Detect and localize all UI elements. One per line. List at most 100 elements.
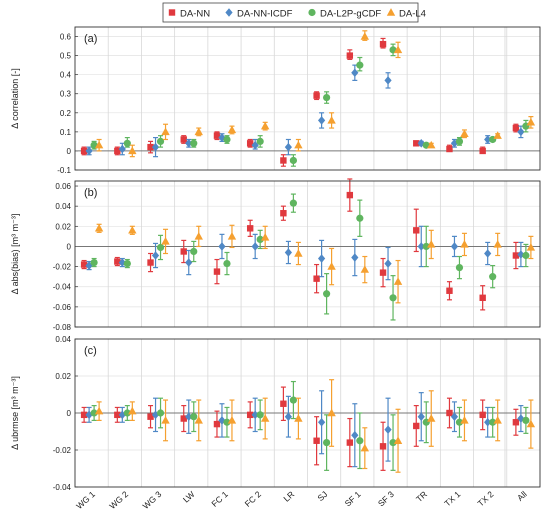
data-marker bbox=[284, 248, 292, 257]
panel-label: (a) bbox=[84, 33, 97, 45]
data-point bbox=[128, 401, 137, 421]
data-marker bbox=[323, 93, 331, 102]
data-marker bbox=[384, 76, 392, 85]
data-point bbox=[280, 205, 287, 221]
data-marker bbox=[522, 251, 530, 260]
data-marker bbox=[356, 214, 364, 222]
data-point bbox=[94, 138, 104, 152]
data-point bbox=[479, 146, 486, 155]
data-point bbox=[455, 136, 464, 146]
data-point bbox=[393, 41, 403, 59]
data-marker bbox=[227, 231, 237, 240]
data-marker bbox=[460, 240, 469, 248]
y-tick-label: 0.02 bbox=[55, 222, 71, 231]
x-tick-label: TX 1 bbox=[442, 489, 462, 509]
data-point bbox=[85, 260, 93, 271]
data-point bbox=[256, 399, 264, 431]
data-marker bbox=[455, 137, 464, 145]
data-point bbox=[493, 232, 502, 257]
data-point bbox=[427, 229, 436, 260]
data-marker bbox=[213, 420, 221, 428]
data-marker bbox=[313, 275, 320, 282]
data-point bbox=[360, 30, 370, 41]
data-marker bbox=[379, 443, 387, 450]
data-marker bbox=[123, 139, 131, 147]
legend-label: DA-NN-ICDF bbox=[237, 9, 293, 20]
data-point bbox=[185, 399, 193, 434]
data-point bbox=[185, 138, 193, 148]
data-point bbox=[161, 399, 170, 442]
data-point bbox=[517, 405, 525, 433]
data-marker bbox=[356, 61, 364, 69]
data-point bbox=[379, 421, 387, 471]
data-marker bbox=[223, 259, 231, 268]
data-point bbox=[260, 225, 270, 250]
data-point bbox=[289, 154, 297, 167]
data-point bbox=[294, 138, 303, 152]
data-point bbox=[455, 406, 464, 438]
data-marker bbox=[128, 146, 137, 155]
data-point bbox=[346, 178, 354, 212]
data-marker bbox=[417, 412, 425, 421]
data-marker bbox=[246, 225, 254, 232]
data-point bbox=[128, 225, 137, 235]
data-marker bbox=[389, 439, 397, 447]
data-marker bbox=[190, 139, 198, 147]
data-marker bbox=[218, 242, 226, 251]
data-point bbox=[123, 136, 131, 148]
data-point bbox=[346, 49, 354, 61]
data-point bbox=[422, 225, 430, 268]
data-point bbox=[446, 144, 453, 153]
y-tick-label: -0.02 bbox=[53, 446, 72, 455]
x-tick-labels: WG 1 WG 2 WG 3 LW FC 1 FC 2 LR SJ SF 1 SF 3 TR TX 1… bbox=[74, 489, 529, 511]
data-marker bbox=[90, 258, 98, 267]
data-marker bbox=[517, 127, 525, 137]
data-marker bbox=[114, 147, 121, 155]
data-point bbox=[327, 379, 336, 447]
data-marker bbox=[256, 411, 264, 419]
data-marker bbox=[427, 240, 436, 248]
y-tick-label: 0.3 bbox=[60, 90, 72, 99]
data-point bbox=[147, 252, 154, 273]
data-marker bbox=[123, 409, 131, 417]
data-marker bbox=[413, 422, 420, 430]
data-marker bbox=[246, 140, 254, 147]
data-point bbox=[379, 257, 387, 288]
data-point bbox=[427, 390, 436, 447]
data-point bbox=[460, 129, 469, 139]
data-point bbox=[413, 208, 420, 253]
data-marker bbox=[479, 147, 486, 155]
data-marker bbox=[147, 413, 154, 420]
legend-entry: DA-L2P-gCDF bbox=[308, 9, 381, 20]
legend: DA-NN DA-NN-ICDF DA-L2P-gCDF DA-L4 bbox=[162, 2, 426, 23]
data-point bbox=[156, 135, 165, 148]
data-marker bbox=[185, 412, 193, 421]
data-point bbox=[90, 405, 98, 421]
data-marker bbox=[114, 411, 121, 419]
data-point bbox=[156, 234, 165, 261]
data-point bbox=[289, 380, 297, 420]
legend-marker bbox=[168, 9, 176, 16]
y-axis-label: Δ ubrmse [m³ m⁻³] bbox=[10, 376, 20, 450]
data-marker bbox=[156, 409, 165, 417]
y-tick-label: -0.04 bbox=[53, 483, 72, 492]
y-tick-label: 0.1 bbox=[60, 128, 72, 137]
data-marker bbox=[151, 142, 160, 152]
data-marker bbox=[280, 210, 287, 217]
data-marker bbox=[413, 227, 420, 234]
data-marker bbox=[356, 437, 364, 445]
data-marker bbox=[289, 199, 297, 207]
data-point bbox=[256, 135, 264, 148]
data-point bbox=[360, 427, 370, 470]
data-marker bbox=[450, 412, 459, 421]
chart-panel: -0.1 0 0.1 0.2 0.3 0.4 0.5 0.6 (a) Δ correlation … bbox=[10, 26, 541, 175]
data-marker bbox=[194, 127, 203, 136]
legend-entry: DA-NN bbox=[168, 9, 210, 20]
data-marker bbox=[128, 225, 137, 234]
data-marker bbox=[94, 406, 104, 415]
x-tick-label: FC 1 bbox=[209, 489, 230, 509]
data-point bbox=[526, 235, 536, 260]
data-marker bbox=[455, 418, 464, 426]
data-point bbox=[118, 257, 126, 268]
data-marker bbox=[280, 400, 287, 407]
